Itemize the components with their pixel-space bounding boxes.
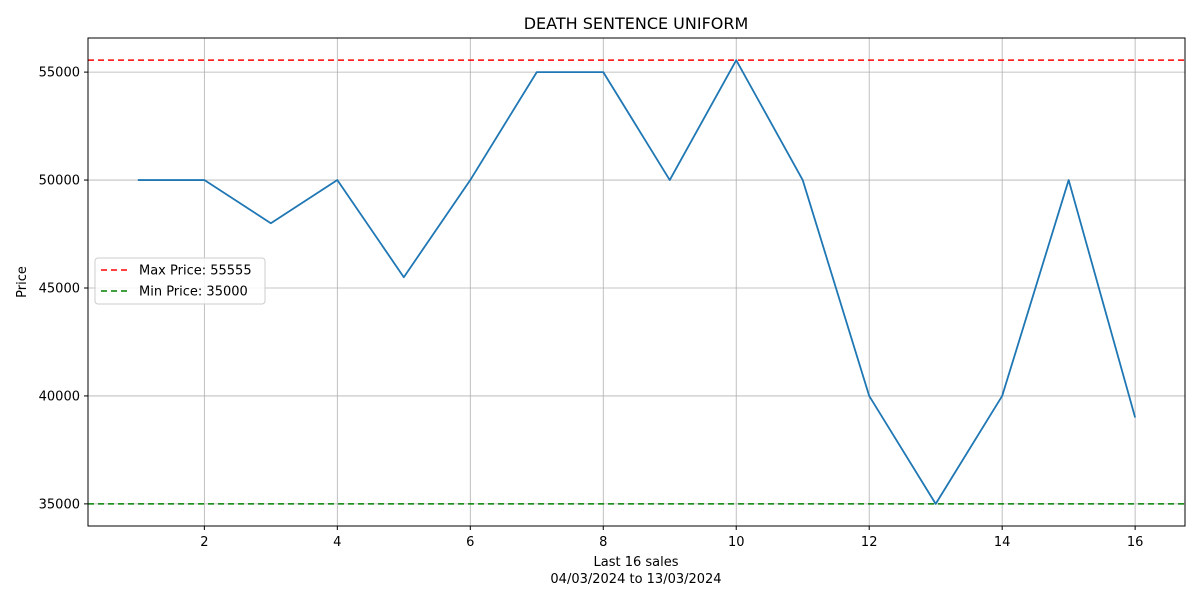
- x-tick-label: 16: [1127, 535, 1144, 550]
- x-tick-label: 2: [200, 535, 208, 550]
- y-tick-label: 35000: [39, 497, 80, 512]
- plot-frame: [87, 37, 1186, 527]
- x-axis-label: Last 16 sales: [593, 555, 678, 570]
- x-tick-label: 14: [994, 535, 1011, 550]
- x-tick-label: 10: [728, 535, 745, 550]
- y-tick-label: 45000: [39, 281, 80, 296]
- price-series-line: [137, 59, 1137, 505]
- reference-lines: [88, 59, 1185, 505]
- x-tick-label: 8: [599, 535, 607, 550]
- series-lines: [137, 59, 1137, 505]
- legend-box: [94, 257, 266, 305]
- y-tick-label: 40000: [39, 389, 80, 404]
- y-tick-label: 55000: [39, 66, 80, 81]
- y-axis-label: Price: [15, 266, 30, 298]
- x-tick-label: 4: [333, 535, 341, 550]
- chart-title: DEATH SENTENCE UNIFORM: [524, 14, 749, 33]
- legend-entry: Min Price: 35000: [139, 285, 248, 300]
- y-tick-label: 50000: [39, 174, 80, 189]
- x-tick-label: 12: [861, 535, 878, 550]
- legend: Max Price: 55555 Min Price: 35000: [94, 257, 266, 305]
- x-axis-sublabel: 04/03/2024 to 13/03/2024: [550, 572, 721, 587]
- x-axis-ticks: 2 4 6 8 10 12 14 16: [200, 526, 1143, 550]
- y-axis-ticks: 35000 40000 45000 50000 55000: [39, 66, 88, 512]
- legend-entry: Max Price: 55555: [139, 264, 252, 279]
- x-tick-label: 6: [466, 535, 474, 550]
